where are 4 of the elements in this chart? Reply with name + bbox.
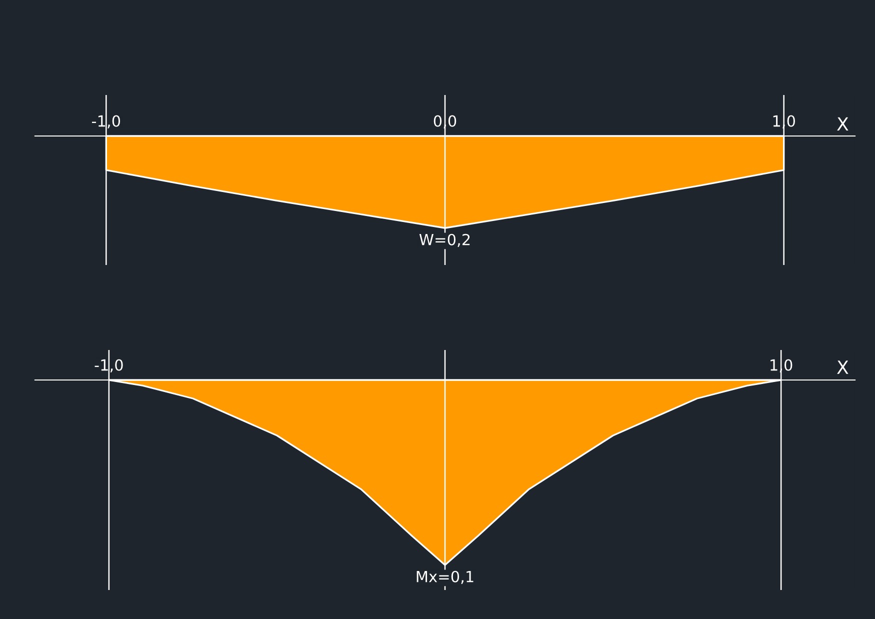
x-axis-title: X: [837, 360, 848, 374]
annotation: Mx=0,1: [416, 570, 474, 584]
annotation: W=0,2: [419, 234, 470, 247]
x-axis-title: X: [837, 117, 848, 131]
